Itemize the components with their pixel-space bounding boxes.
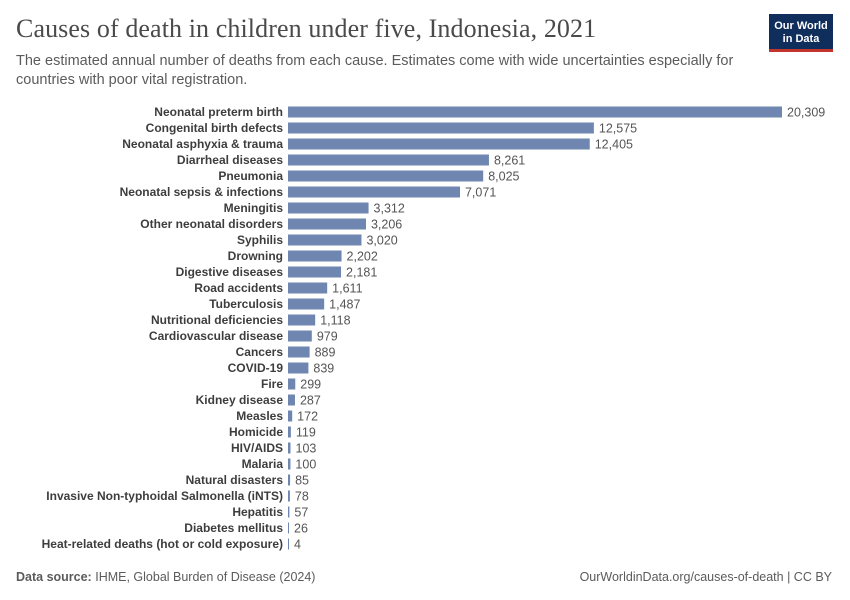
value-label: 979: [317, 330, 338, 344]
bar[interactable]: [288, 522, 289, 534]
source-url[interactable]: OurWorldinData.org/causes-of-death | CC …: [579, 570, 832, 584]
data-source-label: Data source:: [16, 570, 92, 584]
bar[interactable]: [288, 170, 484, 182]
chart-title: Causes of death in children under five, …: [16, 14, 597, 43]
category-label: Tuberculosis: [209, 297, 283, 311]
category-label: Nutritional deficiencies: [151, 313, 283, 327]
bar[interactable]: [288, 266, 342, 278]
value-label: 1,611: [332, 282, 362, 296]
category-label: Fire: [261, 377, 283, 391]
bar[interactable]: [288, 506, 290, 518]
logo-line-1: Our World: [774, 20, 828, 32]
category-label: Natural disasters: [186, 473, 284, 487]
bar[interactable]: [288, 218, 366, 230]
value-label: 100: [295, 458, 316, 472]
bar[interactable]: [288, 298, 325, 310]
bar[interactable]: [288, 122, 594, 134]
bar[interactable]: [288, 330, 312, 342]
category-label: Measles: [236, 409, 283, 423]
category-label: Cancers: [236, 345, 284, 359]
value-label: 57: [294, 506, 308, 520]
category-label: Neonatal asphyxia & trauma: [122, 137, 283, 151]
bar[interactable]: [288, 378, 296, 390]
value-label: 4: [294, 538, 301, 552]
data-source: Data source: IHME, Global Burden of Dise…: [16, 570, 315, 584]
category-label: Neonatal preterm birth: [154, 105, 283, 119]
value-label: 1,487: [329, 298, 360, 312]
bar[interactable]: [288, 202, 369, 214]
category-label: Malaria: [242, 457, 284, 471]
category-label: Kidney disease: [196, 393, 284, 407]
category-label: COVID-19: [228, 361, 284, 375]
bar[interactable]: [288, 282, 328, 294]
bar[interactable]: [288, 442, 291, 454]
bar[interactable]: [288, 138, 590, 150]
value-label: 299: [300, 378, 321, 392]
value-label: 20,309: [787, 106, 825, 120]
value-label: 7,071: [465, 186, 496, 200]
category-label: Heat-related deaths (hot or cold exposur…: [42, 537, 283, 551]
value-label: 1,118: [320, 314, 350, 328]
bar[interactable]: [288, 538, 289, 550]
category-label: Syphilis: [237, 233, 283, 247]
category-label: Homicide: [229, 425, 283, 439]
logo-line-2: in Data: [782, 33, 820, 45]
category-label: Diarrheal diseases: [177, 153, 283, 167]
bar[interactable]: [288, 314, 316, 326]
bar[interactable]: [288, 458, 291, 470]
bar[interactable]: [288, 410, 293, 422]
value-label: 3,312: [374, 202, 405, 216]
value-label: 26: [294, 522, 308, 536]
category-label: Pneumonia: [218, 169, 283, 183]
bar[interactable]: [288, 234, 362, 246]
value-label: 12,405: [595, 138, 633, 152]
bars-layer: Neonatal preterm birth 20,309 Congenital b…: [42, 105, 826, 552]
category-label: Digestive diseases: [176, 265, 284, 279]
category-label: Meningitis: [224, 201, 284, 215]
bar-chart: Neonatal preterm birth 20,309 Congenital b…: [42, 105, 826, 552]
category-label: Other neonatal disorders: [140, 217, 283, 231]
category-label: HIV/AIDS: [231, 441, 283, 455]
category-label: Congenital birth defects: [146, 121, 284, 135]
value-label: 103: [296, 442, 317, 456]
bar[interactable]: [288, 346, 310, 358]
value-label: 8,025: [488, 170, 519, 184]
value-label: 2,202: [347, 250, 378, 264]
value-label: 839: [313, 362, 334, 376]
value-label: 12,575: [599, 122, 637, 136]
bar[interactable]: [288, 154, 489, 166]
bar[interactable]: [288, 394, 295, 406]
value-label: 3,206: [371, 218, 402, 232]
category-label: Invasive Non-typhoidal Salmonella (iNTS): [46, 489, 283, 503]
category-label: Neonatal sepsis & infections: [120, 185, 284, 199]
value-label: 78: [295, 490, 309, 504]
chart-subtitle: The estimated annual number of deaths fr…: [16, 53, 734, 88]
bar[interactable]: [288, 250, 342, 262]
bar[interactable]: [288, 186, 460, 198]
category-label: Drowning: [228, 249, 283, 263]
data-source-text: IHME, Global Burden of Disease (2024): [95, 570, 316, 584]
value-label: 85: [295, 474, 309, 488]
bar[interactable]: [288, 490, 290, 502]
value-label: 172: [297, 410, 318, 424]
bar[interactable]: [288, 106, 782, 118]
value-label: 119: [296, 426, 316, 440]
category-label: Diabetes mellitus: [184, 521, 283, 535]
category-label: Road accidents: [194, 281, 283, 295]
value-label: 3,020: [366, 234, 397, 248]
bar[interactable]: [288, 362, 309, 374]
value-label: 8,261: [494, 154, 525, 168]
category-label: Cardiovascular disease: [149, 329, 283, 343]
bar[interactable]: [288, 426, 291, 438]
value-label: 2,181: [346, 266, 377, 280]
value-label: 889: [315, 346, 336, 360]
bar[interactable]: [288, 474, 291, 486]
owid-logo[interactable]: Our World in Data: [769, 14, 833, 52]
value-label: 287: [300, 394, 321, 408]
category-label: Hepatitis: [232, 505, 283, 519]
